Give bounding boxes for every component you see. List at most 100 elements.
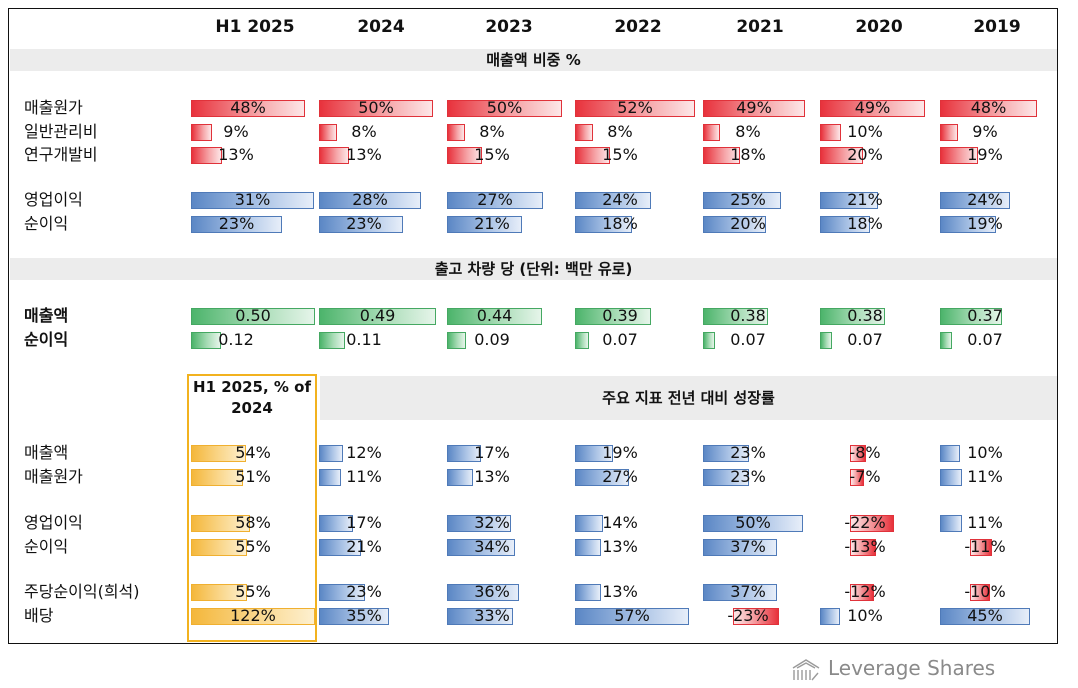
cell-value: 0.37	[967, 306, 1003, 325]
cell-value: 18%	[847, 214, 883, 233]
growth-value: 17%	[346, 513, 382, 532]
growth-bar	[447, 469, 473, 486]
cell-value: 19%	[967, 214, 1003, 233]
data-bar	[191, 216, 282, 233]
data-bar	[820, 100, 925, 117]
brand-name: Leverage Shares	[828, 656, 996, 680]
cell-value: 15%	[474, 145, 510, 164]
cell-value: 19%	[967, 145, 1003, 164]
h1-value: 54%	[235, 443, 271, 462]
growth-bar	[447, 584, 519, 601]
data-bar	[191, 192, 314, 209]
h1-value: 55%	[235, 582, 271, 601]
cell-value: 49%	[736, 98, 772, 117]
data-bar	[820, 124, 841, 141]
growth-bar	[703, 515, 803, 532]
cell-value: 23%	[346, 214, 382, 233]
growth-value: 13%	[474, 467, 510, 486]
growth-value: -22%	[844, 513, 886, 532]
row-label: 매출액	[24, 306, 69, 325]
row-label: 매출원가	[24, 98, 83, 117]
data-bar	[319, 100, 433, 117]
growth-bar	[447, 515, 511, 532]
growth-bar	[940, 515, 962, 532]
h1-value: 58%	[235, 513, 271, 532]
data-bar	[820, 192, 878, 209]
h1-bar	[191, 539, 247, 556]
column-header: 2024	[357, 17, 405, 37]
cell-value: 18%	[602, 214, 638, 233]
growth-value: 34%	[474, 537, 510, 556]
growth-value: 36%	[474, 582, 510, 601]
growth-bar-negative	[970, 539, 992, 556]
data-bar	[319, 216, 403, 233]
column-header: 2023	[485, 17, 533, 37]
cell-value: 0.38	[847, 306, 883, 325]
h1-bar	[191, 608, 315, 625]
growth-value: 33%	[474, 606, 510, 625]
data-bar	[575, 147, 610, 164]
growth-value: -23%	[727, 606, 769, 625]
data-bar	[820, 332, 832, 349]
growth-bar	[319, 539, 361, 556]
table-frame	[8, 8, 1058, 644]
data-bar	[319, 147, 349, 164]
data-bar	[319, 192, 421, 209]
growth-value: -12%	[844, 582, 886, 601]
data-bar	[703, 147, 740, 164]
section-revenue-share: 매출액 비중 %	[10, 49, 1057, 71]
section-per-vehicle: 출고 차량 당 (단위: 백만 유로)	[10, 258, 1057, 280]
growth-bar	[703, 469, 749, 486]
data-bar	[191, 147, 222, 164]
data-bar	[447, 332, 466, 349]
growth-value: 13%	[602, 537, 638, 556]
cell-value: 0.49	[359, 306, 396, 325]
cell-value: 20%	[847, 145, 883, 164]
data-bar	[447, 308, 542, 325]
data-bar	[191, 332, 221, 349]
cell-value: 31%	[234, 190, 271, 209]
data-bar	[703, 192, 781, 209]
cell-value: 0.09	[474, 330, 510, 349]
growth-bar-negative	[850, 445, 866, 462]
column-header: 2021	[736, 17, 784, 37]
growth-value: 11%	[346, 467, 382, 486]
growth-bar	[820, 608, 840, 625]
row-label: 순이익	[24, 214, 69, 233]
row-label: 매출액	[24, 443, 69, 462]
growth-bar	[575, 584, 601, 601]
growth-bar	[940, 608, 1030, 625]
cell-value: 8%	[735, 122, 761, 141]
data-bar	[319, 124, 337, 141]
cell-value: 48%	[970, 98, 1007, 117]
growth-bar	[575, 539, 601, 556]
data-bar	[575, 192, 651, 209]
cell-value: 20%	[730, 214, 766, 233]
data-bar	[191, 124, 212, 141]
column-header: 2020	[855, 17, 903, 37]
cell-value: 52%	[617, 98, 653, 117]
cell-value: 27%	[477, 190, 513, 209]
data-bar	[575, 308, 651, 325]
growth-value: -11%	[964, 537, 1006, 556]
cell-value: 0.07	[602, 330, 638, 349]
data-bar	[191, 100, 305, 117]
growth-bar	[703, 539, 777, 556]
growth-bar-negative	[850, 539, 876, 556]
growth-value: 35%	[346, 606, 382, 625]
cell-value: 23%	[218, 214, 255, 233]
data-bar	[940, 192, 1010, 209]
cell-value: 0.07	[847, 330, 883, 349]
data-bar	[820, 216, 870, 233]
data-bar	[703, 308, 768, 325]
growth-bar	[940, 445, 960, 462]
growth-bar	[319, 445, 343, 462]
cell-value: 13%	[218, 145, 254, 164]
growth-value: 11%	[967, 513, 1003, 532]
cell-value: 8%	[607, 122, 633, 141]
data-bar	[820, 147, 863, 164]
h1-vs-2024-header: H1 2025, % of 2024	[193, 378, 311, 417]
cell-value: 10%	[847, 122, 883, 141]
growth-value: 12%	[346, 443, 382, 462]
growth-bar	[703, 445, 749, 462]
